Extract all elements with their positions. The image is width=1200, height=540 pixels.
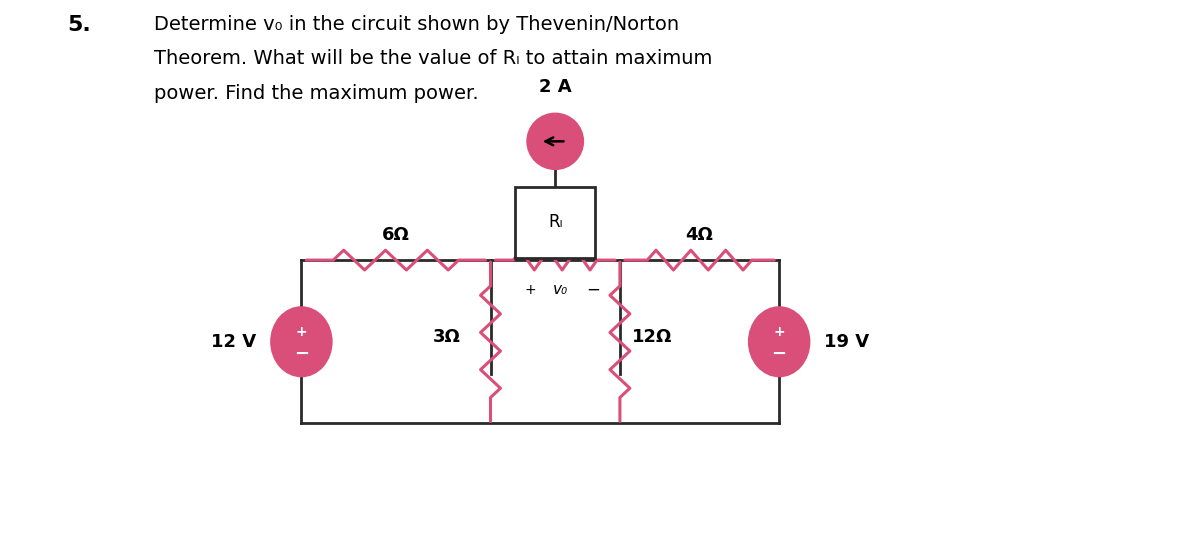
Text: v₀: v₀ (553, 282, 568, 298)
Text: +: + (524, 283, 536, 297)
Text: Determine v₀ in the circuit shown by Thevenin/Norton: Determine v₀ in the circuit shown by The… (154, 15, 679, 33)
Bar (515, 187, 595, 258)
Text: 5Ω: 5Ω (541, 226, 569, 244)
Text: 19 V: 19 V (824, 333, 869, 351)
Text: +: + (773, 325, 785, 339)
Text: −: − (294, 345, 308, 363)
Text: +: + (295, 325, 307, 339)
Text: −: − (586, 281, 600, 299)
Text: power. Find the maximum power.: power. Find the maximum power. (154, 84, 479, 103)
Text: Theorem. What will be the value of Rₗ to attain maximum: Theorem. What will be the value of Rₗ to… (154, 49, 713, 68)
Text: −: − (772, 345, 787, 363)
Text: 5.: 5. (67, 15, 91, 35)
Text: 2 A: 2 A (539, 78, 571, 96)
Ellipse shape (271, 308, 331, 376)
Ellipse shape (749, 308, 809, 376)
Text: 12Ω: 12Ω (632, 328, 672, 346)
Text: 4Ω: 4Ω (685, 226, 714, 244)
Circle shape (527, 113, 583, 169)
Text: 6Ω: 6Ω (382, 226, 410, 244)
Text: 3Ω: 3Ω (433, 328, 461, 346)
Text: 12 V: 12 V (211, 333, 257, 351)
Text: Rₗ: Rₗ (548, 213, 563, 232)
